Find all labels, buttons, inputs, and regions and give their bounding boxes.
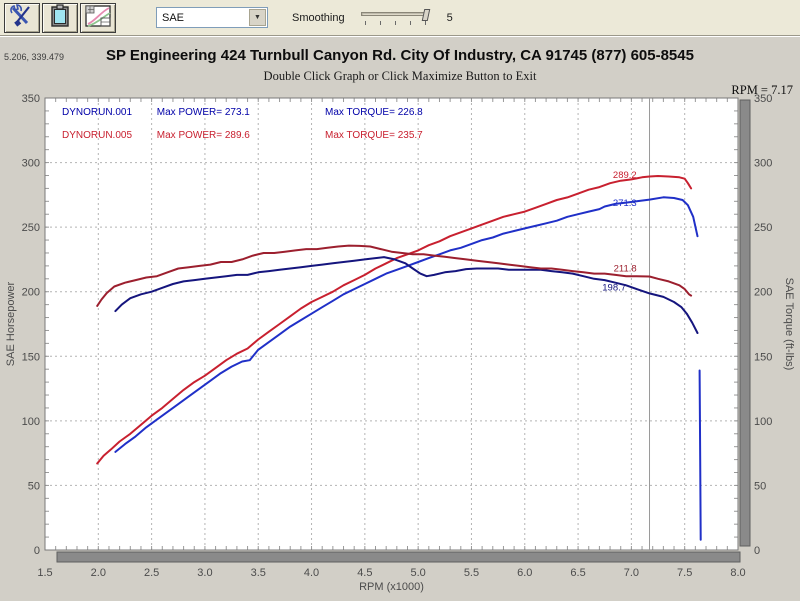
- legend-run-1-file: DYNORUN.001: [62, 107, 133, 118]
- y-tick-label-left: 300: [22, 158, 40, 170]
- legend-run-2-max-torque: Max TORQUE= 235.7: [325, 130, 423, 141]
- correction-dropdown-value: SAE: [162, 11, 185, 24]
- dropdown-arrow-icon[interactable]: ▼: [249, 9, 266, 26]
- legend-run-2-file: DYNORUN.005: [62, 130, 133, 141]
- curve-dynorun-001-dropout-tail: [698, 369, 702, 541]
- clipboard-button[interactable]: [42, 2, 78, 33]
- rpm-readout: RPM = 7.17: [731, 83, 793, 97]
- curve-dynorun-005-sae-torque: [96, 244, 693, 307]
- slider-tick: [394, 20, 396, 25]
- x-tick-label: 4.0: [304, 567, 319, 579]
- y-tick-label-right: 200: [754, 287, 772, 299]
- y-tick-label-right: 150: [754, 351, 772, 363]
- smoothing-label: Smoothing: [292, 11, 345, 24]
- x-tick-label: 2.0: [91, 567, 106, 579]
- slider-tick: [409, 20, 411, 25]
- tools-icon: [9, 4, 35, 31]
- y-tick-label-left: 150: [22, 351, 40, 363]
- x-tick-label: 7.5: [677, 567, 692, 579]
- clipboard-icon: [48, 4, 72, 31]
- cursor-value-label: 198.7: [602, 282, 626, 293]
- cursor-value-label: 289.2: [613, 170, 637, 181]
- chart-subtitle: Double Click Graph or Click Maximize But…: [263, 69, 537, 83]
- y-tick-label-left: 100: [22, 416, 40, 428]
- y-tick-label-left: 0: [34, 545, 40, 557]
- x-tick-label: 5.0: [411, 567, 426, 579]
- plot-area[interactable]: [45, 98, 738, 550]
- x-tick-label: 8.0: [730, 567, 745, 579]
- y-tick-label-right: 350: [754, 93, 772, 105]
- y-tick-label-left: 350: [22, 93, 40, 105]
- cursor-value-label: 211.8: [614, 264, 637, 275]
- x-tick-label: 3.5: [251, 567, 266, 579]
- slider-tick: [379, 20, 381, 25]
- x-tick-label: 6.5: [570, 567, 585, 579]
- correction-dropdown[interactable]: SAE ▼: [156, 7, 268, 28]
- vertical-scrollbar[interactable]: [739, 99, 751, 547]
- legend-run-2: DYNORUN.005 Max POWER= 289.6 Max TORQUE=…: [62, 130, 622, 141]
- dyno-graph[interactable]: 289.2 271.3 211.8 198.7 1.5 2.0 2.5 3.0 3.5 4.0 4.…: [0, 37, 800, 601]
- y-tick-label-left: 200: [22, 287, 40, 299]
- x-tick-label: 3.0: [197, 567, 212, 579]
- x-tick-label: 6.0: [517, 567, 532, 579]
- curve-dynorun-001-sae-horsepower: [114, 196, 699, 453]
- cursor-value-label: 271.3: [613, 198, 637, 209]
- y-tick-label-right: 250: [754, 222, 772, 234]
- x-tick-label: 7.0: [624, 567, 639, 579]
- y-tick-label-left: 50: [28, 480, 40, 492]
- toolbar: SAE ▼ Smoothing 5: [0, 0, 800, 36]
- slider-tick: [424, 20, 426, 25]
- y-tick-label-left: 250: [22, 222, 40, 234]
- slider-track[interactable]: [360, 11, 429, 16]
- cursor-coordinate-readout: 5.206, 339.479: [4, 52, 65, 62]
- slider-tick: [364, 20, 366, 25]
- legend-run-1: DYNORUN.001 Max POWER= 273.1 Max TORQUE=…: [62, 107, 622, 118]
- dyno-chart-panel[interactable]: 289.2 271.3 211.8 198.7 1.5 2.0 2.5 3.0 3.5 4.0 4.…: [0, 36, 800, 600]
- smoothing-value: 5: [446, 11, 453, 24]
- legend-run-1-max-power: Max POWER= 273.1: [156, 107, 250, 118]
- slider-thumb[interactable]: [421, 8, 430, 21]
- x-tick-label: 2.5: [144, 567, 159, 579]
- x-tick-label: 1.5: [37, 567, 52, 579]
- plot-border: [44, 97, 739, 551]
- horizontal-scrollbar[interactable]: [56, 551, 741, 563]
- y-tick-label-right: 100: [754, 416, 772, 428]
- chart-title: SP Engineering 424 Turnbull Canyon Rd. C…: [106, 47, 694, 64]
- curve-dynorun-001-sae-torque: [114, 256, 699, 334]
- legend-run-1-max-torque: Max TORQUE= 226.8: [325, 107, 423, 118]
- y-tick-label-right: 300: [754, 158, 772, 170]
- x-tick-label: 5.5: [464, 567, 479, 579]
- smoothing-slider[interactable]: [360, 7, 433, 29]
- y-tick-label-right: 0: [754, 545, 760, 557]
- curve-dynorun-005-sae-horsepower: [96, 175, 693, 465]
- legend-run-2-max-power: Max POWER= 289.6: [156, 130, 250, 141]
- y-axis-title-right: SAE Torque (ft-lbs): [783, 278, 795, 371]
- graph-settings-button[interactable]: [80, 2, 116, 33]
- x-axis-title: RPM (x1000): [359, 581, 424, 593]
- y-axis-title-left: SAE Horsepower: [5, 281, 17, 366]
- graph-icon: [85, 4, 111, 31]
- x-tick-label: 4.5: [357, 567, 372, 579]
- tools-button[interactable]: [4, 2, 40, 33]
- y-tick-label-right: 50: [754, 480, 766, 492]
